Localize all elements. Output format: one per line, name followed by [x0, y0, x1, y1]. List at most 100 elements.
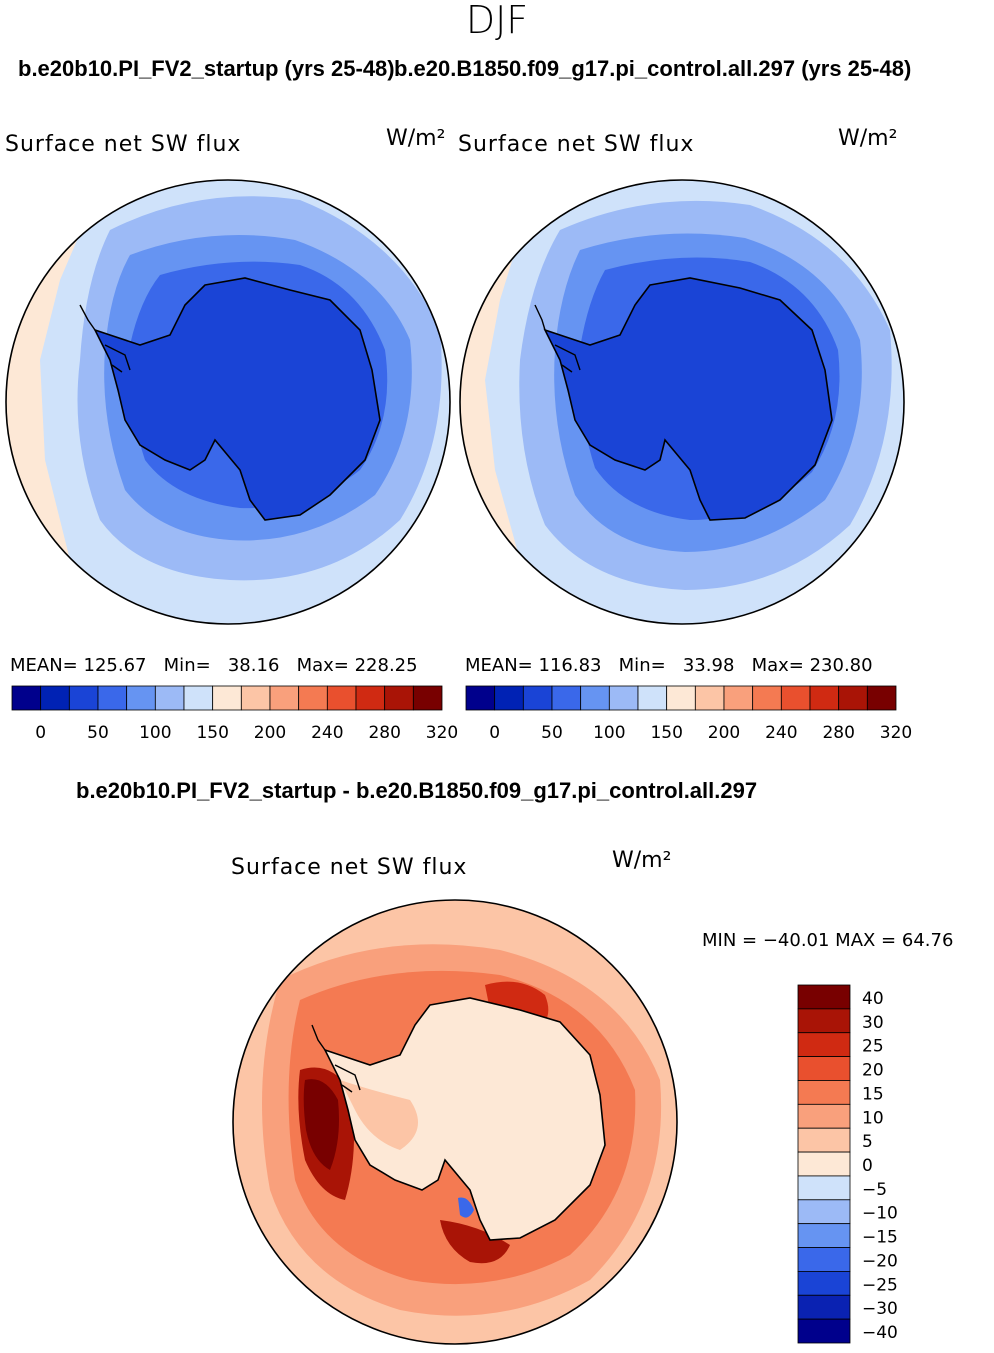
panel1-min-label: Min= [163, 655, 211, 676]
panel1-peninsula [79, 304, 131, 373]
panel1-colorbar-swatch-8 [240, 685, 271, 711]
panel2-colorbar-tick-5: 240 [765, 723, 797, 743]
panel2-colorbar-swatch-8 [694, 685, 725, 711]
panel1-colorbar-swatch-5 [154, 685, 185, 711]
panel1-colorbar-tick-4: 200 [254, 723, 286, 743]
panel3-peninsula-warm [340, 1080, 418, 1150]
panel1-colorbar-tick-7: 320 [426, 723, 458, 743]
panel1-stats: MEAN= 125.67 Min= 38.16 Max= 228.25 [10, 655, 418, 676]
panel2-colorbar-swatch-1 [494, 685, 524, 711]
panel3-colorbar-swatch-14 [797, 1318, 851, 1344]
panel1-colorbar-swatch-4 [126, 685, 156, 711]
panel2-colorbar-tick-2: 100 [593, 723, 625, 743]
panel1-variable-title: Surface net SW flux [5, 132, 242, 157]
panel3-colorbar-swatch-8 [797, 1175, 851, 1201]
panel2-colorbar-swatch-13 [838, 685, 868, 711]
panel3-colorbar-swatch-1 [797, 1008, 851, 1034]
panel3-colorbar-tick-0: 40 [862, 989, 884, 1009]
panel1-colorbar-swatch-7 [212, 685, 242, 711]
panel2-colorbar-tick-6: 280 [822, 723, 854, 743]
panel2-colorbar-swatch-3 [551, 685, 582, 711]
panel1-colorbar-swatch-1 [40, 685, 70, 711]
panel2-colorbar-swatch-9 [723, 685, 754, 711]
panel2-colorbar-swatch-2 [522, 685, 553, 711]
panel3-colorbar-tick-11: −20 [862, 1251, 898, 1271]
panel2-colorbar-swatch-7 [666, 685, 696, 711]
panel1-colorbar: 0 50 100 150 200 240 280 320 [11, 685, 458, 743]
panel1-colorbar-tick-3: 150 [196, 723, 228, 743]
panel3-colorbar-tick-1: 30 [862, 1013, 884, 1033]
panel2-colorbar-swatch-11 [780, 685, 811, 711]
panel3-colorbar-tick-2: 25 [862, 1037, 884, 1057]
panel3-colorbar-swatch-7 [797, 1151, 851, 1177]
panel3-colorbar-tick-4: 15 [862, 1084, 884, 1104]
panel1-colorbar-tick-1: 50 [87, 723, 109, 743]
panel3-colorbar-swatch-5 [797, 1103, 851, 1129]
season-title: DJF [465, 0, 529, 42]
panel3-hotspot-west-core [303, 1079, 339, 1170]
panel3-colorbar-swatch-11 [797, 1247, 851, 1272]
panel2-peninsula [534, 304, 581, 373]
panel2-colorbar-swatch-5 [608, 685, 639, 711]
panel2-colorbar-tick-0: 0 [489, 723, 500, 743]
panel1-colorbar-swatch-3 [97, 685, 128, 711]
panel3-colorbar-swatch-10 [797, 1223, 851, 1248]
panel2-colorbar-swatch-10 [752, 685, 782, 711]
difference-title: b.e20b10.PI_FV2_startup - b.e20.B1850.f0… [76, 778, 758, 803]
panel1-colorbar-swatch-10 [298, 685, 328, 711]
panel2-colorbar-swatch-0 [465, 685, 496, 711]
panel3-colorbar-swatch-3 [797, 1056, 851, 1081]
panel3-colorbar-tick-6: 5 [862, 1132, 873, 1152]
panel2-colorbar-tick-4: 200 [708, 723, 740, 743]
panel3-colorbar-swatch-13 [797, 1294, 851, 1320]
panel3-colorbar-tick-13: −30 [862, 1299, 898, 1319]
panel2-mean-label: MEAN= [465, 655, 533, 676]
panel1-colorbar-swatch-13 [384, 685, 414, 711]
panel2-stats: MEAN= 116.83 Min= 33.98 Max= 230.80 [465, 655, 873, 676]
case-run-title: b.e20b10.PI_FV2_startup (yrs 25-48) [18, 56, 395, 81]
panel3-units: W/m² [612, 848, 672, 873]
panel3-colorbar-tick-5: 10 [862, 1108, 884, 1128]
panel1-coastline [93, 277, 381, 521]
panel2-colorbar: 0 50 100 150 200 240 280 320 [465, 685, 912, 743]
panel1-max-label: Max= [296, 655, 349, 676]
panel1-colorbar-swatch-11 [326, 685, 357, 711]
panel1-colorbar-tick-6: 280 [368, 723, 400, 743]
panel2-map-border [459, 179, 905, 625]
panel1-colorbar-swatch-6 [183, 685, 214, 711]
panel3-colorbar-tick-9: −10 [862, 1204, 898, 1224]
panel1-colorbar-swatch-14 [412, 685, 443, 711]
panel2-colorbar-tick-3: 150 [650, 723, 682, 743]
panel3-peninsula [311, 1024, 361, 1093]
panel2-min-label: Min= [618, 655, 666, 676]
panel1-colorbar-tick-2: 100 [139, 723, 171, 743]
panel3-minmax: MIN = −40.01 MAX = 64.76 [702, 930, 954, 951]
panel1-min-value: 38.16 [227, 655, 280, 676]
panel2-colorbar-tick-1: 50 [541, 723, 563, 743]
panel3-colorbar-swatch-12 [797, 1271, 851, 1296]
panel1-mean-label: MEAN= [10, 655, 78, 676]
panel3-colorbar-tick-14: −40 [862, 1323, 898, 1343]
panel3-colorbar-tick-10: −15 [862, 1228, 898, 1248]
panel3-colorbar-swatch-0 [797, 984, 851, 1010]
panel3-colorbar: 40 30 25 20 15 10 5 0 −5 −10 −15 −20 −25 −30 −40 [797, 984, 898, 1344]
panel3-map [233, 900, 677, 1344]
panel3-colorbar-tick-3: 20 [862, 1061, 884, 1081]
panel1-colorbar-swatch-0 [11, 685, 42, 711]
panel3-blue-spot [458, 1197, 474, 1218]
panel1-map-border [5, 179, 451, 625]
panel3-colorbar-tick-12: −25 [862, 1275, 898, 1295]
panel3-colorbar-swatch-9 [797, 1199, 851, 1225]
panel3-variable-title: Surface net SW flux [231, 855, 468, 880]
panel2-max-value: 230.80 [809, 655, 873, 676]
panel2-min-value: 33.98 [682, 655, 735, 676]
panel2-max-label: Max= [751, 655, 804, 676]
panel1-colorbar-tick-5: 240 [311, 723, 343, 743]
panel2-mean-value: 116.83 [538, 655, 602, 676]
panel2-variable-title: Surface net SW flux [458, 132, 695, 157]
panel2-colorbar-tick-7: 320 [880, 723, 912, 743]
panel2-antarctica [545, 278, 832, 520]
panel3-colorbar-tick-7: 0 [862, 1156, 873, 1176]
panel2-colorbar-swatch-4 [580, 685, 610, 711]
